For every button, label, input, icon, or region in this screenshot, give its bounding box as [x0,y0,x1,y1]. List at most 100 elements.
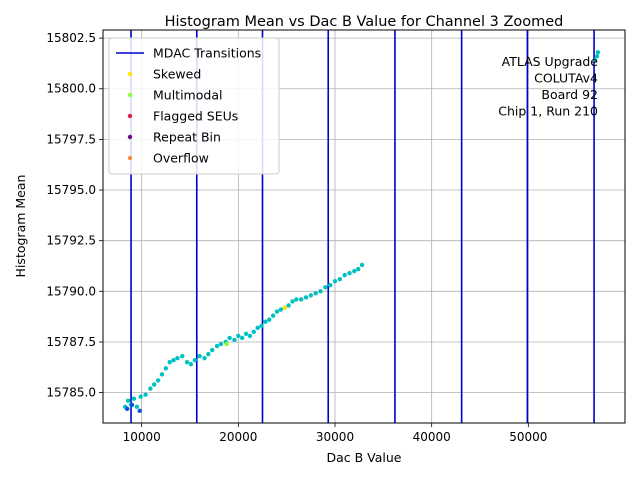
data-point-points [247,333,253,339]
data-point-points [214,343,220,349]
legend-label: Overflow [153,151,209,166]
data-point-points [286,303,291,308]
legend-dot-marker [127,113,133,119]
data-point-points [138,394,143,399]
data-point-points [197,353,202,359]
legend-dot-marker [127,71,133,77]
annotation-line: Chip 1, Run 210 [498,104,598,119]
data-point-points [155,378,161,383]
data-point-points [267,317,272,322]
y-tick-label: 15787.5 [46,335,96,349]
data-point-points [210,347,215,353]
legend-label: MDAC Transitions [153,46,261,61]
data-point-points [192,358,198,363]
chart-title: Histogram Mean vs Dac B Value for Channe… [165,14,564,30]
data-point-points [290,299,295,304]
data-point-points [159,372,165,377]
x-tick-label: 30000 [316,430,354,444]
data-point-points [259,323,264,328]
data-point-points [152,382,157,387]
legend-label: Skewed [153,67,201,82]
data-point-points [294,297,299,302]
y-tick-label: 15802.5 [46,31,96,45]
x-axis-label: Dac B Value [326,450,401,465]
data-point-points [298,297,304,302]
data-point-points [303,295,309,300]
data-point-points [359,262,365,268]
data-point-points [171,358,176,363]
data-point-points [180,353,185,359]
data-point-low [129,402,135,407]
data-point-points [342,272,347,278]
data-point-points [236,333,241,339]
legend-label: Repeat Bin [153,130,221,145]
data-point-points [243,331,249,337]
x-axis-ticks: 10000 20000 30000 40000 50000 [123,423,547,444]
data-point-points [184,360,190,365]
y-tick-label: 15792.5 [46,234,96,248]
data-point-points [175,355,180,361]
annotation-line: Board 92 [541,87,598,102]
data-point-points [167,360,172,365]
y-axis-label: Histogram Mean [13,175,28,278]
data-point-points [227,335,232,341]
data-point-points [163,366,169,371]
legend: MDAC Transitions Skewed Multimodal Flagged … [108,37,280,175]
annotation-line: ATLAS Upgrade [502,54,599,69]
data-point-points [313,291,318,296]
data-point-points [270,313,276,318]
data-point-points [318,289,323,294]
data-point-points [251,329,256,335]
data-point-points [323,285,328,290]
data-point-points [263,319,268,324]
data-point-points [240,335,245,341]
data-point-points [148,386,153,391]
data-point-points [274,309,280,314]
legend-label: Multimodal [153,88,222,103]
data-point-points [352,268,357,274]
plot-frame [102,29,626,424]
data-point-multimodal [224,341,229,347]
data-point-skewed [282,305,287,310]
x-tick-label: 20000 [219,430,257,444]
y-tick-label: 15795.0 [46,183,96,197]
data-point-points [332,278,338,284]
data-point-points [347,270,352,276]
data-points [123,50,601,414]
data-point-points [255,325,260,330]
legend-dot-marker [127,92,133,98]
y-tick-label: 15785.0 [46,386,96,400]
data-point-points [592,58,598,63]
x-tick-label: 50000 [509,430,547,444]
data-point-points [308,293,314,298]
y-tick-label: 15797.5 [46,132,96,146]
data-point-points [356,266,361,272]
data-point-points [218,341,224,347]
y-tick-label: 15800.0 [46,82,96,96]
data-point-low [137,408,142,414]
data-point-low [124,406,130,412]
data-point-points [131,396,137,401]
y-tick-label: 15790.0 [46,284,96,298]
data-point-points [188,362,194,367]
data-point-points [232,337,237,343]
data-point-points [595,50,601,55]
data-point-points [134,404,140,409]
data-point-points [594,54,600,59]
data-point-points [202,355,207,361]
data-point-points [327,283,333,288]
data-point-points [337,276,343,282]
data-point-points [206,351,211,357]
annotation-line: COLUTAv4 [534,71,598,86]
grid-lines [103,30,625,423]
y-axis-ticks: 15785.0 15787.5 15790.0 15792.5 15795.0 15797… [46,31,103,400]
x-tick-label: 40000 [413,430,451,444]
legend-dot-marker [127,155,133,161]
legend-label: Flagged SEUs [153,109,238,124]
data-point-points [278,307,284,312]
data-point-points [125,398,131,403]
x-tick-label: 10000 [123,430,161,444]
